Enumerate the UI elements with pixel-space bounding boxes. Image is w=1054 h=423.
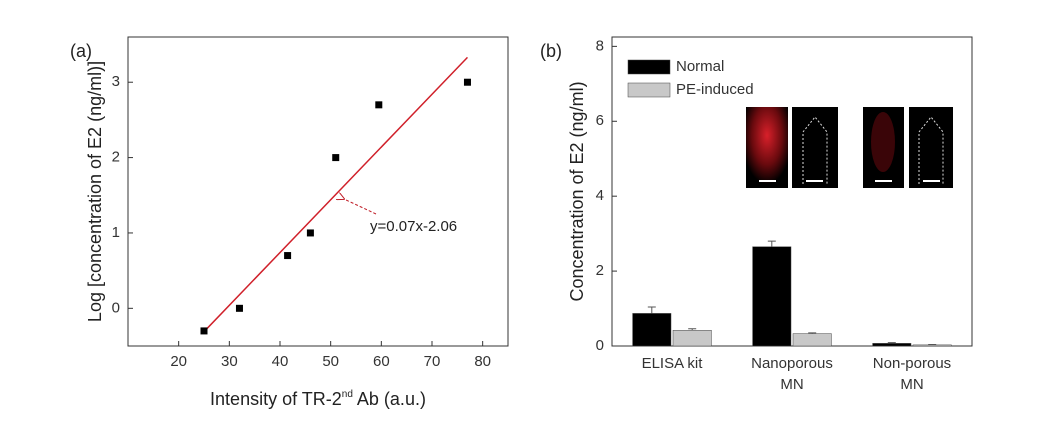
point (200, 327, 208, 335)
bar (672, 330, 712, 347)
error-bar (887, 342, 896, 344)
y-axis-label: Concentration of E2 (ng/ml) (567, 81, 587, 301)
legend-swatch (627, 59, 671, 75)
y-tick-label: 6 (596, 112, 604, 129)
inset-glow (871, 112, 895, 172)
error-bar (767, 240, 776, 247)
x-tick-label: MN (900, 376, 923, 393)
error-bar (808, 332, 817, 334)
x-axis-label-part: Ab (a.u.) (353, 389, 426, 409)
inset (792, 107, 838, 188)
fit-line (203, 56, 469, 333)
x-tick-label: 40 (272, 353, 289, 370)
point (235, 304, 243, 312)
y-tick-label: 4 (596, 187, 604, 204)
plot-frame (611, 36, 973, 347)
x-tick-label: 70 (424, 353, 441, 370)
x-tick-label: Nanoporous (751, 355, 833, 372)
x-axis-label-part: nd (342, 389, 353, 400)
inset (746, 107, 788, 188)
x-tick-label: 20 (170, 353, 187, 370)
y-tick-label: 8 (596, 37, 604, 54)
bar (912, 344, 952, 347)
y-tick-label: 0 (596, 337, 604, 354)
x-tick-label: ELISA kit (642, 355, 704, 372)
annotation-arrow (344, 199, 377, 215)
x-tick-label: MN (780, 376, 803, 393)
legend-label: PE-induced (676, 81, 754, 98)
point (463, 78, 471, 86)
panel-label: (b) (540, 41, 562, 61)
x-tick-label: 60 (373, 353, 390, 370)
y-tick-label: 2 (596, 262, 604, 279)
legend-swatch (627, 82, 671, 98)
x-tick-label: 80 (474, 353, 491, 370)
x-tick-label: Non-porous (873, 355, 951, 372)
inset-images (746, 107, 953, 188)
bar (752, 246, 792, 347)
point (306, 229, 314, 237)
x-axis-label-part: Intensity of TR-2 (210, 389, 342, 409)
error-bar (688, 328, 697, 331)
point (375, 101, 383, 109)
x-tick-label: 50 (322, 353, 339, 370)
plot-frame (127, 36, 509, 347)
annotation: y=0.07x-2.06 (370, 218, 457, 235)
y-tick-label: 0 (112, 299, 120, 316)
error-bar (647, 306, 656, 314)
bar (632, 313, 672, 347)
y-tick-label: 2 (112, 149, 120, 166)
point (284, 252, 292, 260)
y-axis-label: Log [concentration of E2 (ng/ml)] (85, 61, 105, 322)
inset (909, 107, 953, 188)
bar (872, 343, 912, 347)
bar (792, 333, 832, 347)
x-axis-label: Intensity of TR-2nd Ab (a.u.) (210, 389, 426, 409)
y-tick-label: 1 (112, 224, 120, 241)
point (332, 154, 340, 162)
legend-label: Normal (676, 58, 724, 75)
y-tick-label: 3 (112, 73, 120, 90)
x-tick-label: 30 (221, 353, 238, 370)
panel-label: (a) (70, 41, 92, 61)
